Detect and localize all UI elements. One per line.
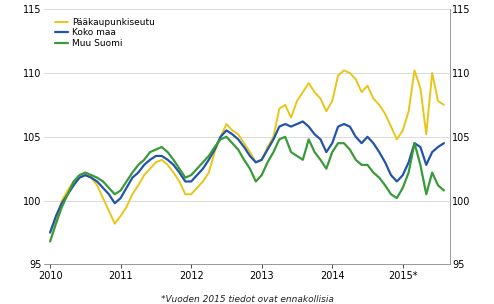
Pääkaupunkiseutu — [47, 231, 53, 234]
Koko maa — [212, 148, 218, 151]
Muu Suomi — [212, 145, 218, 149]
Pääkaupunkiseutu — [341, 69, 347, 72]
Koko maa — [271, 137, 277, 141]
Muu Suomi — [276, 137, 282, 141]
Pääkaupunkiseutu — [141, 173, 147, 177]
Koko maa — [300, 120, 306, 123]
Koko maa — [141, 163, 147, 167]
Koko maa — [47, 231, 53, 234]
Pääkaupunkiseutu — [276, 107, 282, 111]
Line: Koko maa: Koko maa — [50, 122, 444, 233]
Muu Suomi — [441, 188, 447, 192]
Muu Suomi — [282, 135, 288, 139]
Pääkaupunkiseutu — [135, 184, 141, 187]
Pääkaupunkiseutu — [441, 103, 447, 107]
Muu Suomi — [47, 240, 53, 243]
Pääkaupunkiseutu — [212, 150, 218, 154]
Text: *Vuoden 2015 tiedot ovat ennakollisia: *Vuoden 2015 tiedot ovat ennakollisia — [161, 295, 333, 304]
Line: Muu Suomi: Muu Suomi — [50, 137, 444, 241]
Muu Suomi — [406, 171, 412, 174]
Pääkaupunkiseutu — [271, 135, 277, 139]
Line: Pääkaupunkiseutu: Pääkaupunkiseutu — [50, 71, 444, 233]
Koko maa — [406, 161, 412, 164]
Muu Suomi — [135, 163, 141, 167]
Muu Suomi — [223, 135, 229, 139]
Koko maa — [135, 171, 141, 174]
Legend: Pääkaupunkiseutu, Koko maa, Muu Suomi: Pääkaupunkiseutu, Koko maa, Muu Suomi — [53, 16, 157, 50]
Pääkaupunkiseutu — [406, 109, 412, 113]
Koko maa — [276, 125, 282, 128]
Koko maa — [441, 141, 447, 145]
Muu Suomi — [141, 158, 147, 162]
